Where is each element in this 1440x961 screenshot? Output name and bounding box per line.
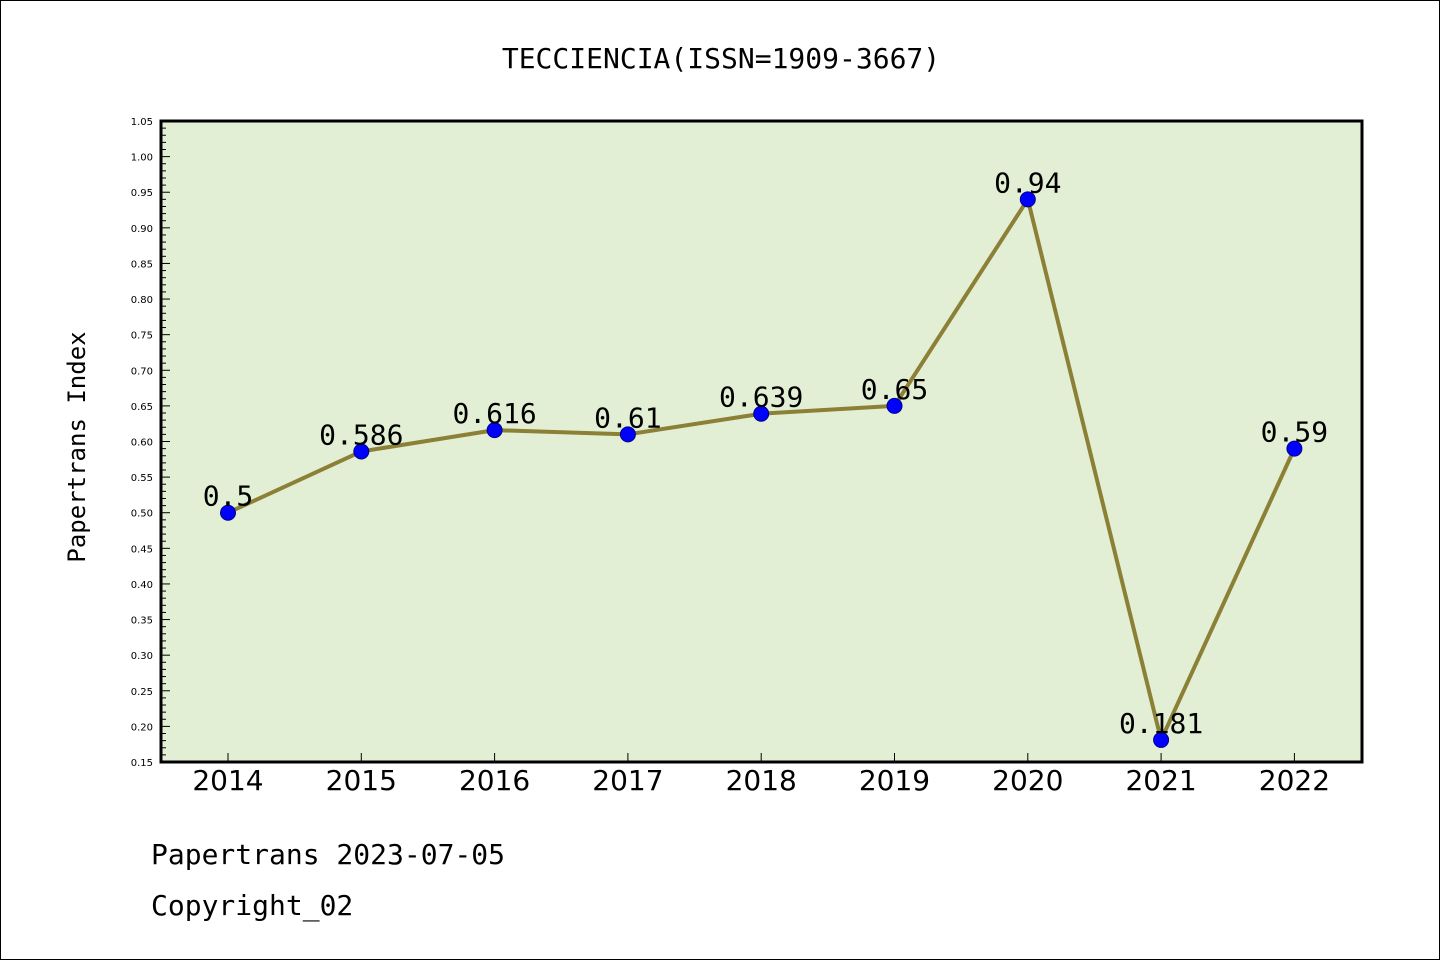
data-point bbox=[1153, 731, 1170, 748]
data-label-layer: 0.5 0.586 0.616 0.61 0.639 0.65 0.94 0.181 0.59 bbox=[203, 166, 1328, 740]
data-point bbox=[886, 397, 903, 414]
y-tick-label: 0.60 bbox=[131, 438, 153, 449]
y-tick-label: 0.65 bbox=[131, 402, 153, 413]
y-tick-label: 1.00 bbox=[131, 153, 153, 164]
y-tick-label: 0.25 bbox=[131, 687, 153, 698]
y-tick-label: 0.75 bbox=[131, 331, 153, 342]
y-tick-label: 0.55 bbox=[131, 473, 153, 484]
y-tick-label: 0.95 bbox=[131, 188, 153, 199]
plot-area bbox=[161, 121, 1362, 762]
footer-date-line: Papertrans 2023-07-05 bbox=[151, 838, 505, 871]
y-tick-label: 0.70 bbox=[131, 366, 153, 377]
x-tick-label: 2022 bbox=[1259, 764, 1330, 797]
x-tick-label: 2014 bbox=[192, 764, 263, 797]
marker-layer bbox=[220, 191, 1303, 748]
x-tick-label: 2015 bbox=[326, 764, 397, 797]
y-tick-label: 0.35 bbox=[131, 616, 153, 627]
y-tick-label: 0.45 bbox=[131, 544, 153, 555]
data-label: 0.639 bbox=[719, 381, 803, 414]
data-point bbox=[486, 422, 503, 439]
data-point bbox=[220, 504, 236, 521]
data-label: 0.94 bbox=[994, 166, 1061, 199]
x-axis-tick-labels: 2014 2015 2016 2017 2018 2019 2020 2021 2022 bbox=[192, 764, 1330, 797]
y-axis-label: Papertrans Index bbox=[63, 331, 91, 562]
y-tick-label: 0.85 bbox=[131, 259, 153, 270]
data-point bbox=[1286, 440, 1303, 457]
plot-border bbox=[159, 119, 1364, 764]
y-tick-label: 0.30 bbox=[131, 651, 153, 662]
y-tick-label: 1.05 bbox=[131, 117, 153, 128]
y-tick-label: 0.40 bbox=[131, 580, 153, 591]
data-point bbox=[753, 405, 770, 422]
x-tick-label: 2016 bbox=[459, 764, 530, 797]
x-tick-label: 2021 bbox=[1125, 764, 1196, 797]
data-label: 0.59 bbox=[1261, 416, 1328, 449]
y-tick-label: 0.15 bbox=[131, 758, 153, 769]
x-tick-label: 2017 bbox=[592, 764, 663, 797]
data-point bbox=[619, 426, 636, 443]
x-tick-label: 2020 bbox=[992, 764, 1063, 797]
y-tick-label: 0.80 bbox=[131, 295, 153, 306]
data-point bbox=[1019, 191, 1036, 208]
data-point bbox=[353, 443, 370, 460]
chart-title: TECCIENCIA(ISSN=1909-3667) bbox=[502, 42, 940, 75]
x-tick-label: 2019 bbox=[859, 764, 930, 797]
y-tick-label: 0.50 bbox=[131, 509, 153, 520]
x-tick-label: 2018 bbox=[726, 764, 797, 797]
y-axis-tick-labels: 0.15 0.20 0.25 0.30 0.35 0.40 0.45 0.50 0.55 0.60… bbox=[131, 117, 153, 769]
data-label: 0.586 bbox=[319, 418, 403, 451]
data-label: 0.616 bbox=[452, 397, 536, 430]
data-label: 0.65 bbox=[861, 373, 928, 406]
data-label: 0.5 bbox=[203, 480, 254, 513]
y-tick-label: 0.90 bbox=[131, 224, 153, 235]
y-tick-label: 0.20 bbox=[131, 722, 153, 733]
data-label: 0.61 bbox=[594, 401, 661, 434]
footer-copyright-line: Copyright_02 bbox=[151, 889, 353, 923]
data-label: 0.181 bbox=[1119, 707, 1203, 740]
